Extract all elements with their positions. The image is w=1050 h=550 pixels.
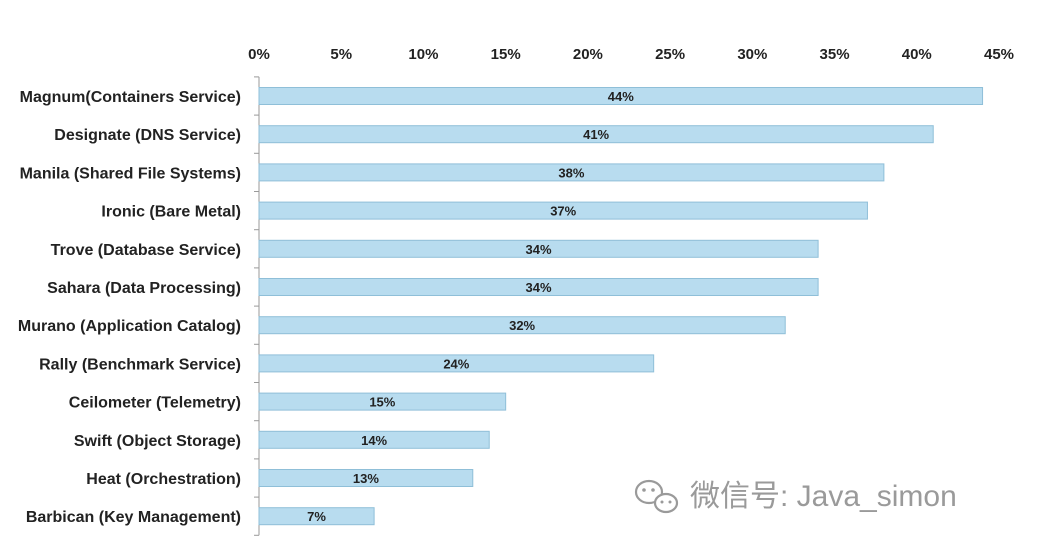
data-label: 14% <box>361 433 387 448</box>
x-tick-label: 35% <box>820 46 850 63</box>
category-label: Magnum(Containers Service) <box>20 89 241 106</box>
x-tick-label: 20% <box>573 46 603 63</box>
data-label: 37% <box>550 204 576 219</box>
category-label: Designate (DNS Service) <box>54 127 241 144</box>
x-tick-label: 30% <box>737 46 767 63</box>
data-label: 13% <box>353 471 379 486</box>
bar <box>258 430 490 449</box>
data-label: 7% <box>307 509 326 524</box>
data-label: 44% <box>608 89 634 104</box>
wechat-icon <box>634 479 679 514</box>
data-label: 38% <box>558 165 584 180</box>
data-label: 15% <box>369 395 395 410</box>
bar <box>258 354 655 373</box>
bar <box>258 87 984 105</box>
x-tick-label: 5% <box>330 46 352 63</box>
category-label: Manila (Shared File Systems) <box>20 165 241 182</box>
bar-series: Magnum(Containers Service) 44% Designate (… <box>18 87 984 526</box>
category-label: Barbican (Key Management) <box>26 509 241 526</box>
watermark: 微信号: Java_simon <box>634 479 957 514</box>
category-label: Swift (Object Storage) <box>74 433 241 450</box>
data-label: 32% <box>509 318 535 333</box>
category-label: Ceilometer (Telemetry) <box>69 395 241 412</box>
data-label: 41% <box>583 127 609 142</box>
category-label: Murano (Application Catalog) <box>18 318 241 335</box>
category-label: Heat (Orchestration) <box>86 471 241 488</box>
bar <box>258 239 819 258</box>
bar <box>258 278 819 296</box>
data-label: 34% <box>526 242 552 257</box>
category-label: Trove (Database Service) <box>51 242 241 259</box>
bar <box>258 201 868 220</box>
bar <box>258 469 474 487</box>
bar <box>258 163 885 182</box>
bar <box>258 125 934 144</box>
x-tick-label: 25% <box>655 46 685 63</box>
x-axis: 0% 5% 10% 15% 20% 25% 30% 35% 40% 45% <box>248 46 1014 63</box>
bar <box>258 316 786 335</box>
watermark-text: 微信号: Java_simon <box>690 480 957 513</box>
data-label: 24% <box>443 356 469 371</box>
category-label: Sahara (Data Processing) <box>47 280 241 297</box>
category-label: Rally (Benchmark Service) <box>39 356 241 373</box>
x-tick-label: 15% <box>491 46 521 63</box>
bar <box>258 507 375 526</box>
x-tick-label: 0% <box>248 46 270 63</box>
data-label: 34% <box>526 280 552 295</box>
x-tick-label: 10% <box>408 46 438 63</box>
category-label: Ironic (Bare Metal) <box>101 204 241 221</box>
bar <box>258 392 507 411</box>
y-axis <box>254 76 260 536</box>
x-tick-label: 45% <box>984 46 1014 63</box>
x-tick-label: 40% <box>902 46 932 63</box>
